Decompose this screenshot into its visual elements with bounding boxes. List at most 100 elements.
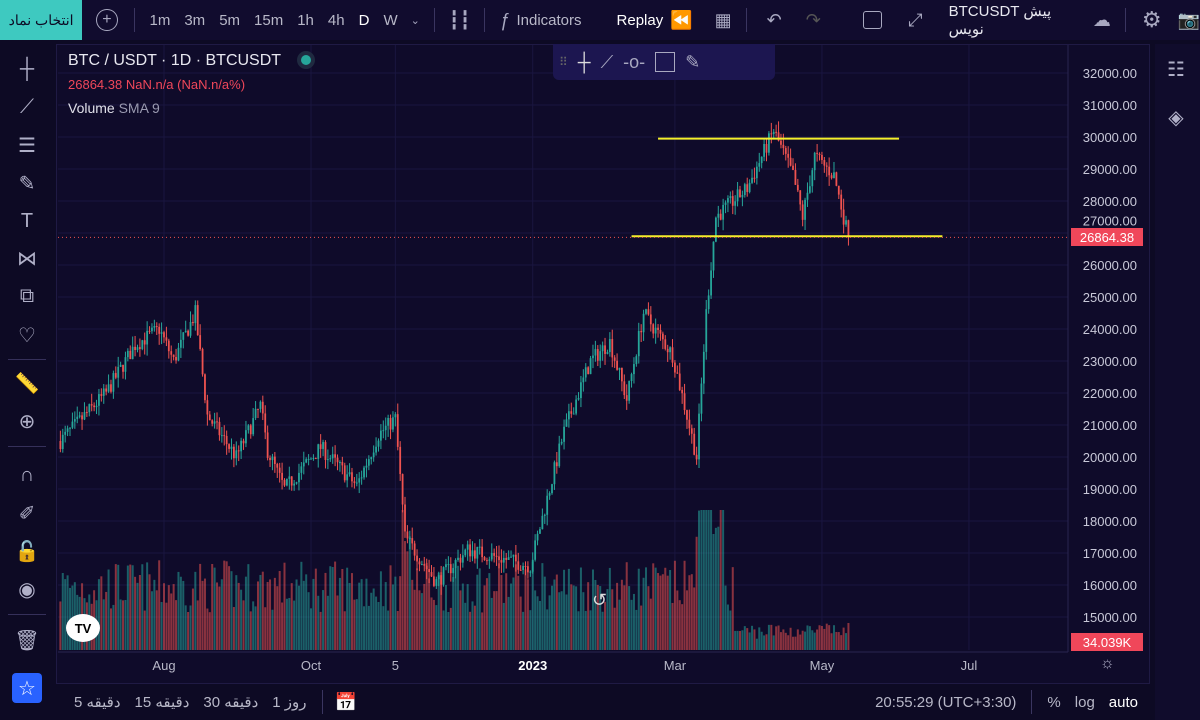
time-axis-label: 5	[392, 658, 399, 673]
candle	[365, 465, 368, 468]
settings-icon[interactable]: ⚙	[1141, 7, 1162, 32]
candle	[454, 560, 457, 568]
magnet-icon[interactable]: ∩	[19, 463, 35, 486]
candle	[300, 466, 303, 473]
fullscreen-icon[interactable]: ⤢	[908, 9, 923, 30]
interval-D[interactable]: D	[358, 11, 370, 29]
text-icon[interactable]: T	[20, 209, 34, 232]
fib-icon[interactable]: ☰	[18, 134, 36, 157]
heart-icon[interactable]: ♡	[18, 324, 36, 347]
candle	[678, 373, 681, 390]
favorites-star-icon[interactable]: ☆	[12, 673, 42, 703]
replay-icon[interactable]: ⏪	[670, 9, 693, 30]
candle	[343, 465, 346, 481]
layers-icon[interactable]: ◈	[1168, 106, 1184, 129]
price-axis-label: 24000.00	[1083, 322, 1137, 337]
horizontal-line-tool-icon[interactable]: -o-	[623, 51, 646, 72]
candle	[671, 347, 674, 363]
watchlist-add-icon[interactable]: ☷	[1167, 58, 1185, 81]
log-toggle[interactable]: log	[1074, 693, 1095, 711]
undo-icon[interactable]: ↶	[766, 9, 782, 30]
interval-4h[interactable]: 4h	[327, 11, 345, 29]
cloud-save-icon[interactable]: ☁	[1092, 9, 1111, 30]
volume-bar	[290, 583, 293, 650]
chart-settings-icon[interactable]: ☼	[1100, 655, 1115, 672]
volume-bar	[379, 571, 382, 650]
candle	[83, 412, 86, 420]
range-1d[interactable]: 1 روز	[272, 694, 307, 711]
candle	[565, 419, 568, 427]
candle	[594, 349, 597, 356]
volume-bar	[645, 567, 647, 650]
zoom-in-icon[interactable]: ⊕	[18, 410, 36, 433]
volume-bar	[331, 566, 334, 650]
candle	[459, 557, 462, 563]
eye-icon[interactable]: ◉	[18, 578, 36, 601]
redo-icon[interactable]: ↷	[805, 9, 821, 30]
square-icon[interactable]	[862, 11, 883, 29]
unlock-icon[interactable]: 🔓	[14, 540, 40, 563]
brush-icon[interactable]: ✎	[18, 172, 36, 195]
candle	[517, 561, 520, 570]
candle	[830, 175, 833, 179]
range-15m[interactable]: 15 دقیقه	[134, 694, 190, 711]
volume-bar	[796, 629, 799, 650]
candle	[232, 446, 235, 459]
candle	[801, 204, 804, 220]
interval-1h[interactable]: 1h	[297, 11, 314, 29]
candle	[729, 196, 732, 199]
interval-W[interactable]: W	[383, 11, 398, 29]
pattern-icon[interactable]: ⋈	[17, 247, 37, 270]
chart-area[interactable]	[56, 44, 1150, 684]
drag-handle-icon[interactable]: ⠿	[559, 55, 568, 69]
layout-name[interactable]: BTCUSDT پیش نویس	[948, 3, 1052, 38]
ruler-icon[interactable]: 📏	[14, 372, 40, 395]
percent-toggle[interactable]: %	[1047, 693, 1061, 711]
indicators-icon[interactable]: ƒ	[499, 9, 510, 30]
symbol-select-button[interactable]: انتخاب نماد	[0, 0, 83, 40]
crosshair-icon[interactable]: ┼	[19, 57, 35, 80]
interval-5m[interactable]: 5m	[219, 11, 241, 29]
candle	[690, 428, 693, 434]
goto-date-icon[interactable]: 📅	[334, 691, 357, 712]
range-30m[interactable]: 30 دقیقه	[203, 694, 259, 711]
camera-icon[interactable]: 📷	[1177, 9, 1200, 30]
volume-bar	[432, 599, 435, 650]
auto-toggle[interactable]: auto	[1108, 693, 1138, 711]
candle	[290, 476, 293, 486]
interval-3m[interactable]: 3m	[184, 11, 206, 29]
add-symbol-icon[interactable]: +	[96, 9, 118, 31]
brush-tool-icon[interactable]: ✎	[685, 51, 701, 72]
replay-button[interactable]: Replay	[616, 11, 664, 29]
candle	[382, 430, 385, 432]
candle	[461, 555, 464, 563]
range-5m[interactable]: 5 دقیقه	[74, 694, 121, 711]
indicators-button[interactable]: Indicators	[516, 11, 582, 29]
candle	[428, 569, 430, 573]
reset-chart-icon[interactable]: ↺	[592, 590, 608, 610]
interval-15m[interactable]: 15m	[254, 11, 284, 29]
lock-drawing-icon[interactable]: ✐	[18, 502, 36, 525]
trendline-icon[interactable]: ⟋	[20, 95, 34, 118]
layouts-icon[interactable]: ▦	[714, 9, 732, 30]
volume-bar	[170, 593, 173, 650]
volume-bar	[683, 560, 686, 650]
candle	[796, 184, 799, 191]
line-tool-icon[interactable]: ⟋	[600, 51, 614, 72]
rectangle-tool-icon[interactable]	[655, 52, 676, 72]
interval-dropdown-icon[interactable]: ⌄	[410, 14, 420, 27]
interval-1m[interactable]: 1m	[149, 11, 171, 29]
volume-bar	[372, 588, 375, 650]
candle-type-icon[interactable]: ┇┇	[448, 9, 471, 30]
candle	[155, 326, 158, 328]
volume-legend[interactable]: Volume SMA 9	[68, 100, 160, 116]
candle	[271, 456, 274, 461]
prediction-icon[interactable]: ⧉	[19, 284, 35, 307]
candle	[167, 340, 170, 352]
candle	[317, 444, 320, 459]
crosshair-tool-icon[interactable]: ┼	[577, 51, 591, 72]
volume-bar	[64, 579, 67, 650]
volume-bar	[553, 579, 556, 650]
trash-icon[interactable]: 🗑	[14, 629, 40, 652]
